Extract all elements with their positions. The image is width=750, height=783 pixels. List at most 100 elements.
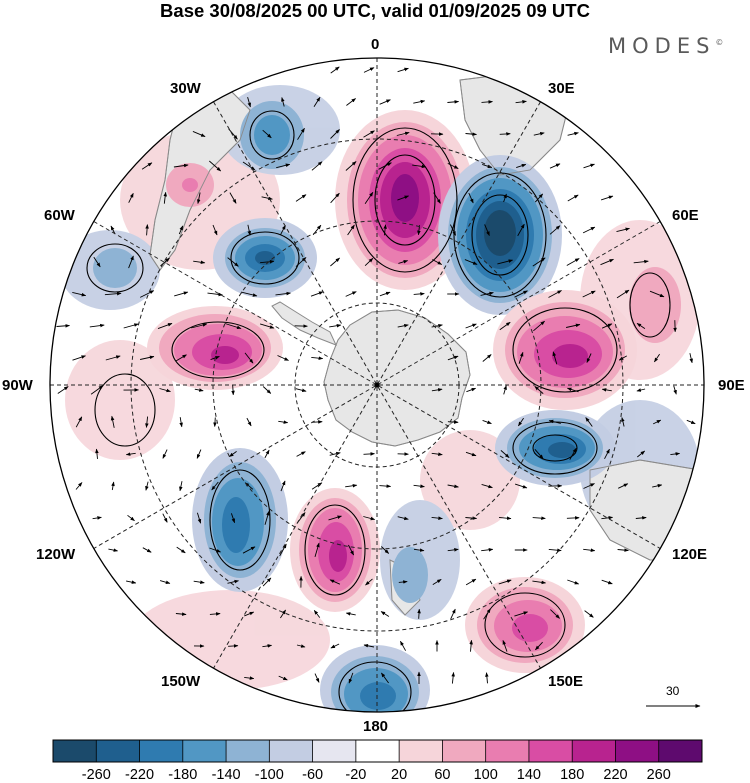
- wind-arrow: [193, 580, 205, 584]
- wind-arrow: [618, 355, 628, 361]
- wind-arrow: [397, 323, 409, 328]
- wind-arrow: [381, 672, 389, 684]
- wind-arrow: [636, 388, 646, 392]
- wind-arrow: [601, 579, 613, 585]
- wind-arrow: [397, 516, 409, 521]
- streamline: [86, 243, 144, 293]
- colorbar-swatch: [399, 740, 443, 762]
- wind-arrow: [533, 320, 545, 332]
- wind-arrow: [582, 290, 596, 298]
- wind-arrow: [652, 419, 662, 425]
- contour-100: [182, 178, 198, 192]
- wind-arrow: [502, 639, 508, 652]
- colorbar-swatch: [485, 740, 530, 762]
- wind-arrow: [465, 132, 477, 136]
- lon-label-0: 0: [371, 36, 380, 53]
- wind-arrow: [295, 388, 307, 393]
- wind-arrow: [400, 640, 406, 651]
- contour-m220: [484, 210, 516, 256]
- wind-arrow: [196, 449, 202, 459]
- wind-arrow: [398, 580, 408, 584]
- wind-vectors: [56, 66, 696, 684]
- wind-arrow: [194, 388, 204, 392]
- modes-logo: MODES©: [608, 34, 723, 58]
- lon-label-180: 180: [363, 718, 389, 735]
- wind-arrow: [330, 66, 340, 74]
- wind-arrow: [363, 67, 375, 73]
- wind-arrow: [347, 224, 355, 236]
- colorbar-label: -140: [211, 767, 241, 783]
- wind-arrow: [518, 417, 524, 427]
- lon-label-120e: 120E: [672, 546, 708, 563]
- wind-arrow: [635, 516, 647, 520]
- wind-arrow: [295, 194, 307, 202]
- colorbar-label: -20: [345, 767, 367, 783]
- wind-arrow: [514, 290, 528, 298]
- wind-arrow: [228, 644, 239, 648]
- wind-arrow: [276, 163, 291, 169]
- wind-arrow: [566, 387, 579, 393]
- wind-arrow: [145, 224, 149, 236]
- negative-anomaly-southern-indian: [495, 410, 615, 486]
- wind-arrow: [57, 386, 69, 394]
- wind-arrow: [383, 224, 387, 236]
- wind-arrow: [532, 580, 547, 585]
- wind-arrow: [431, 516, 443, 520]
- wind-arrow: [56, 324, 70, 328]
- wind-arrow: [498, 579, 512, 585]
- wind-arrow: [92, 516, 102, 520]
- colorbar-swatch: [658, 740, 703, 762]
- wind-arrow: [550, 609, 560, 619]
- wind-arrow: [468, 192, 474, 204]
- wind-arrow: [348, 544, 354, 556]
- wind-arrow: [262, 577, 272, 587]
- wind-arrow: [413, 484, 425, 488]
- wind-arrow: [616, 289, 630, 299]
- wind-arrow: [481, 100, 493, 104]
- wind-arrow: [72, 291, 87, 297]
- wind-arrow: [262, 386, 272, 394]
- wind-arrow: [518, 351, 524, 364]
- land-masses: [149, 69, 704, 616]
- wind-arrow: [532, 257, 546, 267]
- wind-arrow: [163, 191, 167, 204]
- streamline: [304, 504, 366, 596]
- colorbar-label: 180: [560, 767, 585, 783]
- contour-140: [512, 614, 548, 642]
- wind-arrow: [449, 224, 457, 236]
- wind-arrow: [279, 543, 287, 557]
- wind-arrow: [616, 227, 630, 233]
- streamline: [471, 194, 529, 276]
- wind-arrow: [517, 223, 525, 237]
- wind-arrow: [346, 98, 356, 106]
- streamline: [484, 592, 566, 658]
- wind-arrow: [500, 450, 510, 458]
- wind-arrow: [281, 97, 285, 107]
- contour-m100: [254, 115, 290, 155]
- wind-arrow: [311, 161, 323, 171]
- colorbar-label: -100: [254, 767, 284, 783]
- wind-arrow: [262, 644, 273, 648]
- wind-arrow: [601, 388, 612, 392]
- wind-arrow: [447, 355, 459, 361]
- wind-arrow: [363, 644, 375, 648]
- colorbar-label: 60: [434, 767, 451, 783]
- wind-arrow: [583, 548, 596, 553]
- streamline: [352, 127, 458, 273]
- wind-arrow: [673, 385, 677, 395]
- contour-220: [391, 174, 419, 222]
- wind-arrow: [447, 162, 459, 170]
- contour-m180: [255, 251, 275, 265]
- wind-arrow: [329, 579, 341, 585]
- graticule: [50, 58, 704, 712]
- wind-arrow: [128, 255, 134, 269]
- wind-arrow: [552, 351, 558, 365]
- streamlines: [86, 110, 671, 712]
- wind-arrow: [313, 96, 321, 107]
- wind-arrow: [569, 447, 577, 460]
- wind-arrow: [142, 547, 152, 553]
- wind-arrow: [447, 420, 459, 424]
- wind-arrow: [364, 257, 374, 267]
- colorbar-label: -180: [168, 767, 198, 783]
- streamline: [230, 231, 300, 285]
